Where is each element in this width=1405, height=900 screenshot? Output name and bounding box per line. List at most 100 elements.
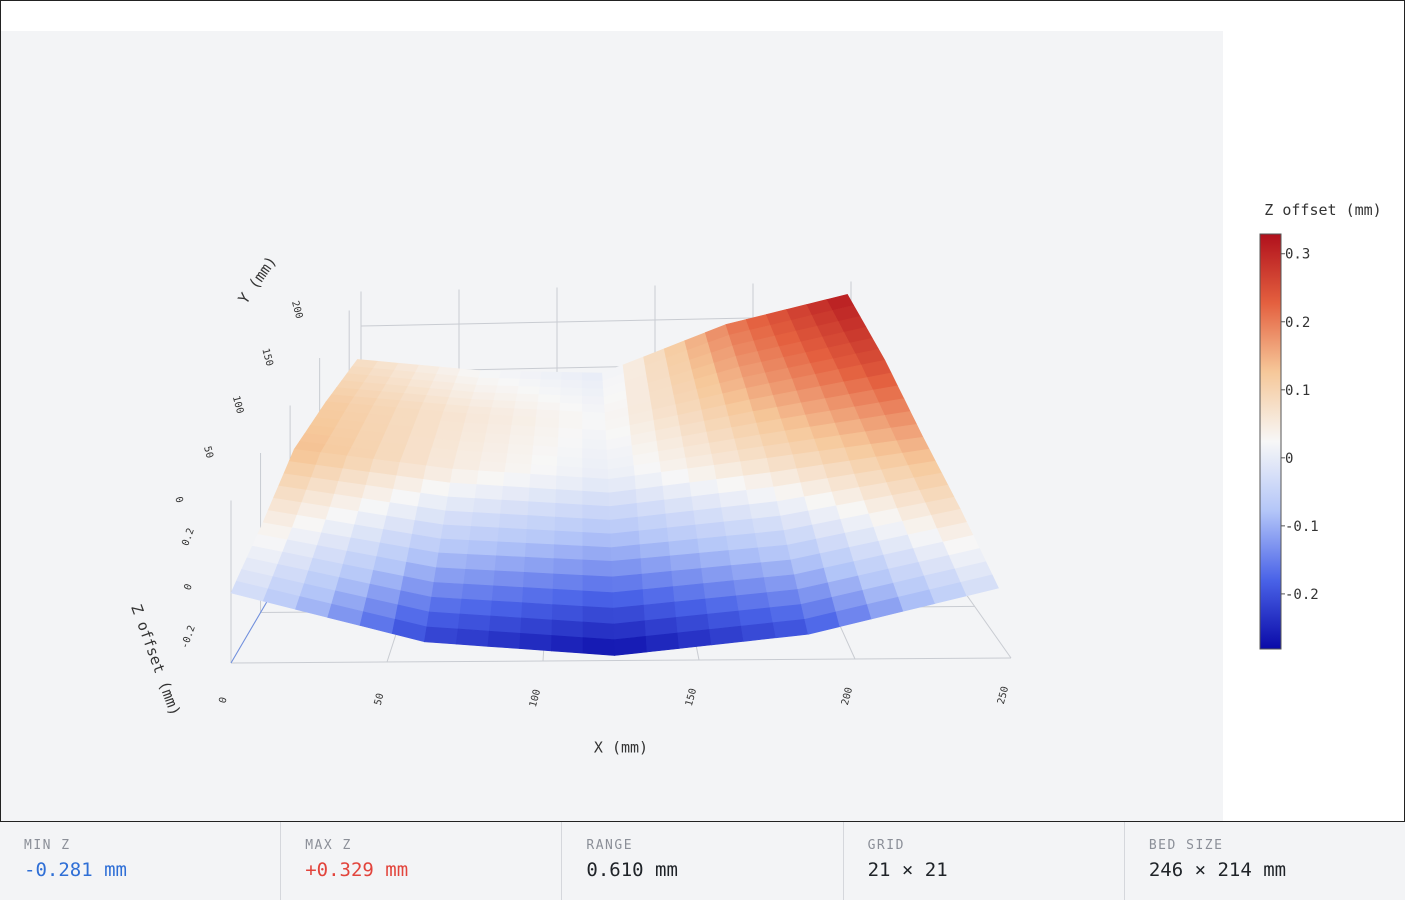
- surface-patch: [467, 540, 499, 557]
- surface-patch: [461, 583, 494, 602]
- stat-label: GRID: [867, 838, 905, 853]
- x-tick-label: 0: [217, 696, 229, 705]
- surface-patch: [500, 499, 530, 516]
- surface-patch: [519, 632, 553, 652]
- stats-bar: MIN Z -0.281 mm MAX Z +0.329 mm RANGE 0.610 m…: [0, 821, 1405, 900]
- surface-patch: [560, 387, 583, 397]
- surface-patch: [669, 552, 702, 572]
- surface-patch: [559, 402, 583, 413]
- colorbar-tick-label: -0.1: [1285, 519, 1319, 535]
- surface-patch: [581, 395, 605, 406]
- surface-patch: [522, 587, 554, 605]
- stat-cell: RANGE 0.610 mm: [562, 822, 844, 900]
- y-tick-label: 100: [230, 395, 245, 415]
- surface-patch: [582, 448, 608, 461]
- chart: Z offset (mm) 0 50 100 150 200 250 0 50 100 150 20…: [1, 31, 1382, 823]
- stat-value: 246 × 214 mm: [1148, 859, 1287, 881]
- surface-patch: [534, 416, 560, 429]
- surface-patch: [528, 487, 557, 504]
- surface-patch: [581, 372, 604, 382]
- surface-patch: [552, 573, 584, 592]
- surface-patch: [508, 434, 535, 447]
- surface-patch: [554, 516, 584, 533]
- stat-value: 21 × 21: [867, 859, 948, 881]
- surface-patch: [754, 530, 788, 549]
- surface-patch: [529, 473, 557, 490]
- stat-value: 0.610 mm: [586, 859, 678, 881]
- surface-patch: [551, 619, 584, 638]
- surface-patch: [461, 422, 489, 434]
- stat-cell: BED SIZE 246 × 214 mm: [1125, 822, 1405, 900]
- x-tick-label: 100: [528, 688, 543, 708]
- surface-patch: [471, 391, 496, 401]
- surface-patch: [533, 435, 559, 448]
- surface-patch: [438, 538, 470, 555]
- surface-patch: [527, 501, 557, 518]
- surface-patch: [469, 526, 500, 543]
- surface-patch: [582, 504, 611, 521]
- surface-patch: [561, 371, 583, 381]
- surface-patch: [478, 370, 502, 379]
- x-tick-label: 200: [840, 686, 855, 706]
- x-tick-label: 250: [996, 685, 1011, 705]
- colorbar-title: Z offset (mm): [1264, 201, 1381, 219]
- surface-patch: [501, 485, 531, 503]
- surface-patch: [582, 590, 614, 609]
- surface-patch: [757, 544, 792, 564]
- surface-patch: [480, 451, 508, 464]
- surface-patch: [495, 385, 520, 395]
- surface-patch: [524, 542, 555, 559]
- surface-patch: [498, 370, 522, 380]
- surface-patch: [532, 445, 559, 458]
- y-grid-line: [230, 657, 1012, 664]
- surface-patch: [582, 490, 610, 507]
- surface-patch: [540, 371, 563, 381]
- surface-patch: [497, 378, 521, 387]
- surface-patch: [740, 622, 777, 642]
- surface-patch: [495, 541, 527, 558]
- surface-patch: [772, 618, 809, 639]
- surface-patch: [509, 425, 536, 437]
- colorbar-tick-label: 0.3: [1285, 247, 1310, 263]
- stat-cell: MAX Z +0.329 mm: [281, 822, 563, 900]
- surface-patch: [558, 418, 583, 430]
- surface-patch: [523, 556, 555, 575]
- surface-patch: [539, 379, 562, 389]
- surface-patch: [515, 393, 540, 403]
- surface-patch: [463, 568, 496, 587]
- surface-patch: [465, 554, 497, 572]
- surface-patch: [424, 626, 459, 645]
- surface-patch: [491, 585, 524, 604]
- surface-patch: [447, 482, 478, 499]
- surface-patch: [502, 472, 531, 489]
- surface-patch: [581, 403, 606, 414]
- surface-patch: [490, 600, 523, 619]
- surface-patch: [459, 598, 493, 617]
- colorbar-tick-label: 0.2: [1285, 315, 1310, 331]
- surface-patch: [440, 524, 472, 541]
- surface-patch: [560, 379, 583, 389]
- surface: [230, 294, 999, 656]
- surface-patch: [582, 419, 607, 432]
- surface-patch: [726, 533, 759, 551]
- y-tick-label: 50: [201, 445, 215, 459]
- surface-patch: [443, 510, 474, 527]
- surface-patch: [582, 518, 611, 535]
- plot-frame: Z offset (mm) 0 50 100 150 200 250 0 50 100 150 20…: [0, 0, 1405, 823]
- surface-patch: [556, 456, 583, 469]
- surface-patch: [550, 635, 584, 654]
- surface-patch: [464, 413, 491, 425]
- surface-patch: [709, 625, 745, 646]
- surface-patch: [487, 630, 521, 649]
- surface-patch: [551, 604, 584, 623]
- surface-patch: [582, 559, 613, 578]
- surface-patch: [582, 575, 614, 593]
- surface-patch: [488, 615, 522, 634]
- stat-label: MAX Z: [305, 838, 352, 853]
- surface-patch: [476, 470, 506, 487]
- surface-patch: [459, 431, 487, 444]
- surface-patch: [555, 489, 584, 506]
- x-tick-label: 150: [684, 687, 699, 707]
- surface-patch: [552, 588, 584, 607]
